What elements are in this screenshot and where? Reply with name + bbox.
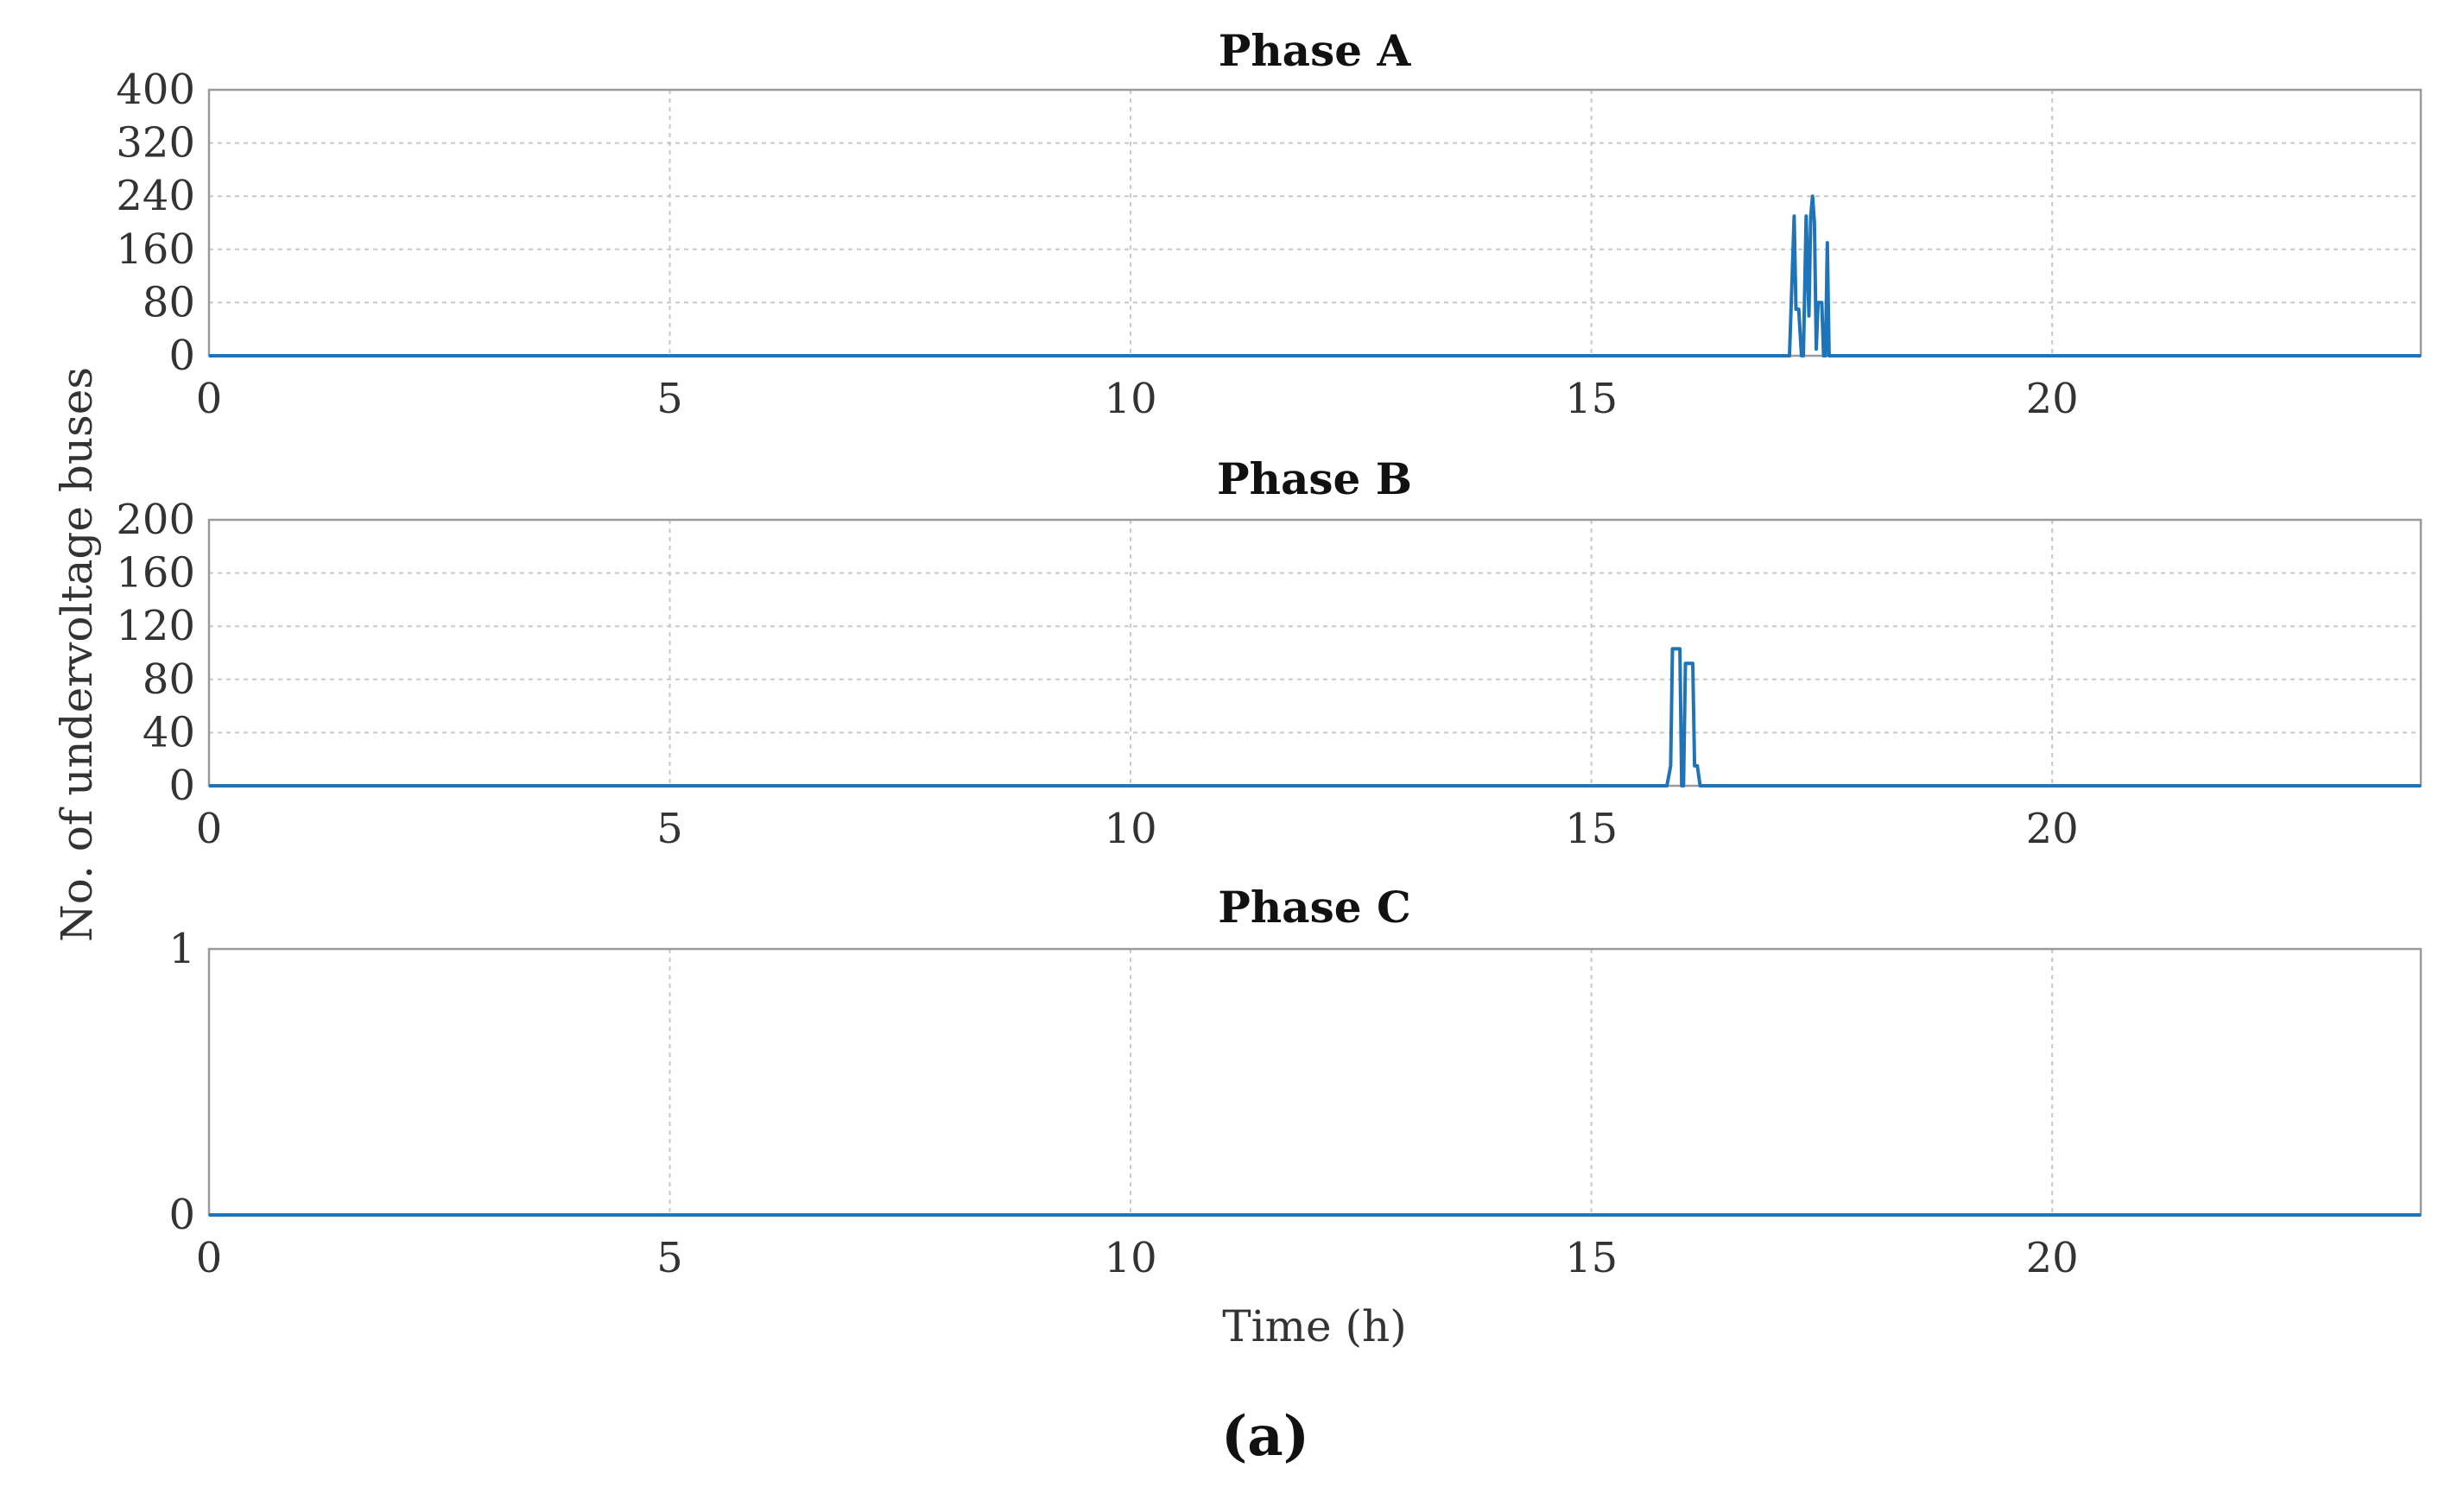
y-tick-label-phase-c-1: 1	[168, 925, 195, 973]
x-tick-label-phase-b-0: 0	[196, 805, 223, 853]
gridlines-phase-a	[209, 90, 2421, 356]
y-tick-label-phase-a-3: 240	[116, 172, 195, 220]
y-tick-label-phase-c-0: 0	[168, 1191, 195, 1239]
y-tick-label-phase-a-1: 80	[143, 278, 195, 326]
y-axis-label: No. of undervoltage buses	[52, 367, 102, 942]
figure-caption: (a)	[1221, 1404, 1309, 1469]
x-tick-label-phase-a-1: 5	[656, 375, 683, 423]
axes-box-phase-b	[207, 518, 2423, 788]
x-tick-label-phase-b-4: 20	[2026, 805, 2079, 853]
axes-box-phase-a	[207, 88, 2423, 357]
x-tick-label-phase-b-3: 15	[1565, 805, 1618, 853]
panel-title-phase-b: Phase B	[1217, 453, 1412, 504]
series-line-phase-a	[209, 194, 2421, 357]
y-ticks-phase-c: 01	[168, 925, 195, 1239]
y-tick-label-phase-b-3: 120	[116, 602, 195, 650]
y-tick-label-phase-b-4: 160	[116, 549, 195, 598]
y-tick-label-phase-a-0: 0	[168, 332, 195, 380]
x-tick-label-phase-c-3: 15	[1565, 1234, 1618, 1282]
y-tick-label-phase-b-1: 40	[143, 708, 195, 756]
x-tick-label-phase-c-0: 0	[196, 1234, 223, 1282]
y-tick-label-phase-a-4: 320	[116, 119, 195, 168]
y-tick-label-phase-b-2: 80	[143, 655, 195, 704]
x-tick-label-phase-c-1: 5	[656, 1234, 683, 1282]
y-tick-label-phase-a-5: 400	[116, 66, 195, 114]
x-axis-label: Time (h)	[1222, 1301, 1406, 1351]
axes-box-phase-c	[207, 947, 2423, 1217]
panel-title-phase-c: Phase C	[1218, 882, 1411, 933]
panel-title-phase-a: Phase A	[1219, 25, 1412, 76]
x-ticks-phase-a: 0 5 10 15 20	[196, 375, 2079, 423]
y-tick-label-phase-a-2: 160	[116, 225, 195, 274]
x-tick-label-phase-a-2: 10	[1105, 375, 1157, 423]
x-ticks-phase-b: 0 5 10 15 20	[196, 805, 2079, 853]
x-tick-label-phase-b-1: 5	[656, 805, 683, 853]
x-tick-label-phase-c-4: 20	[2026, 1234, 2079, 1282]
x-tick-label-phase-b-2: 10	[1105, 805, 1157, 853]
x-tick-label-phase-a-0: 0	[196, 375, 223, 423]
gridlines-phase-c	[668, 949, 2054, 1215]
gridlines-phase-b	[209, 520, 2421, 786]
series-line-phase-b	[209, 647, 2421, 788]
x-tick-label-phase-c-2: 10	[1105, 1234, 1157, 1282]
x-ticks-phase-c: 0 5 10 15 20	[196, 1234, 2079, 1282]
x-tick-label-phase-a-4: 20	[2026, 375, 2079, 423]
y-tick-label-phase-b-5: 200	[116, 496, 195, 544]
y-tick-label-phase-b-0: 0	[168, 762, 195, 810]
panel-phase-c: Phase C 01 0 5 10 15 20	[168, 882, 2423, 1282]
x-tick-label-phase-a-3: 15	[1565, 375, 1618, 423]
